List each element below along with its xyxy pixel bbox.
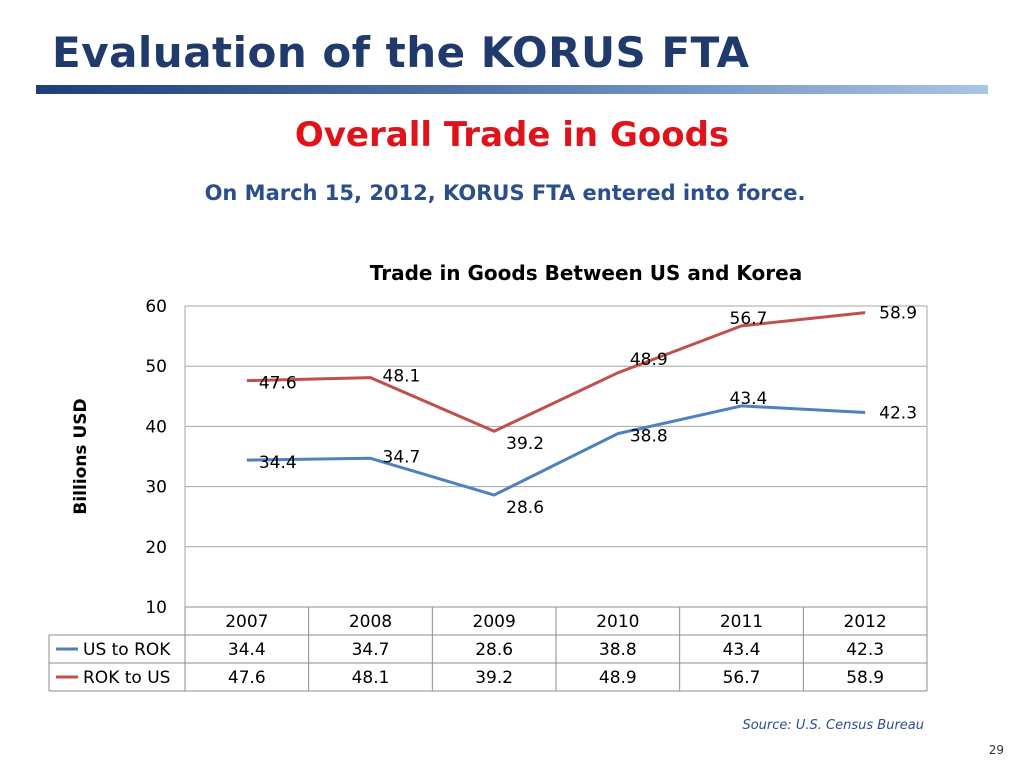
source-note: Source: U.S. Census Bureau xyxy=(742,718,924,733)
data-label: 42.3 xyxy=(879,404,917,424)
data-label: 48.9 xyxy=(630,350,668,370)
x-category-label: 2009 xyxy=(473,612,516,632)
data-label: 48.1 xyxy=(383,367,421,387)
series-line-1 xyxy=(246,311,866,433)
table-cell: 56.7 xyxy=(723,668,761,688)
page-number: 29 xyxy=(988,743,1004,757)
data-label: 58.9 xyxy=(879,304,917,324)
data-label: 56.7 xyxy=(730,309,768,329)
x-category-label: 2008 xyxy=(349,612,392,632)
table-cell: 48.9 xyxy=(599,668,637,688)
y-tick-label: 60 xyxy=(145,297,167,317)
table-cell: 28.6 xyxy=(475,640,513,660)
data-label: 39.2 xyxy=(506,434,544,454)
table-cell: 58.9 xyxy=(846,668,884,688)
table-cell: 43.4 xyxy=(723,640,761,660)
title-underline xyxy=(36,85,988,94)
data-label: 34.7 xyxy=(383,447,421,467)
chart-title: Trade in Goods Between US and Korea xyxy=(370,261,802,285)
legend-label: ROK to US xyxy=(83,668,170,688)
table-cell: 39.2 xyxy=(475,668,513,688)
slide-note: On March 15, 2012, KORUS FTA entered int… xyxy=(204,181,806,205)
y-tick-label: 50 xyxy=(145,357,167,377)
slide-subtitle: Overall Trade in Goods xyxy=(294,115,730,155)
x-category-label: 2011 xyxy=(720,612,763,632)
x-category-label: 2012 xyxy=(844,612,887,632)
x-category-label: 2007 xyxy=(225,612,268,632)
x-category-label: 2010 xyxy=(596,612,639,632)
legend-label: US to ROK xyxy=(83,640,171,660)
table-cell: 38.8 xyxy=(599,640,637,660)
data-label: 28.6 xyxy=(506,498,544,518)
table-cell: 42.3 xyxy=(846,640,884,660)
y-tick-label: 10 xyxy=(145,598,167,618)
y-tick-label: 30 xyxy=(145,478,167,498)
table-cell: 34.4 xyxy=(228,640,266,660)
table-cell: 48.1 xyxy=(352,668,390,688)
data-label: 47.6 xyxy=(259,374,297,394)
data-label: 43.4 xyxy=(730,389,768,409)
table-cell: 34.7 xyxy=(352,640,390,660)
table-cell: 47.6 xyxy=(228,668,266,688)
y-axis-label: Billions USD xyxy=(71,398,91,514)
slide-title: Evaluation of the KORUS FTA xyxy=(52,28,750,77)
data-label: 38.8 xyxy=(630,427,668,447)
series-line-0 xyxy=(246,404,866,497)
y-tick-label: 20 xyxy=(145,538,167,558)
y-tick-label: 40 xyxy=(145,417,167,437)
data-label: 34.4 xyxy=(259,453,297,473)
